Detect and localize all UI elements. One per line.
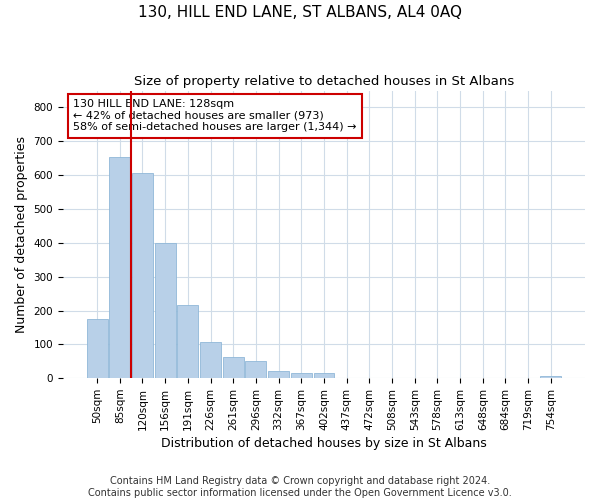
Text: Contains HM Land Registry data © Crown copyright and database right 2024.
Contai: Contains HM Land Registry data © Crown c…: [88, 476, 512, 498]
Bar: [223, 357, 244, 378]
Bar: [109, 156, 130, 378]
Bar: [314, 374, 334, 378]
Bar: [178, 306, 198, 378]
Bar: [86, 319, 107, 378]
Bar: [132, 174, 153, 378]
Bar: [541, 376, 561, 378]
Bar: [291, 373, 311, 378]
X-axis label: Distribution of detached houses by size in St Albans: Distribution of detached houses by size …: [161, 437, 487, 450]
Bar: [268, 372, 289, 378]
Text: 130 HILL END LANE: 128sqm
← 42% of detached houses are smaller (973)
58% of semi: 130 HILL END LANE: 128sqm ← 42% of detac…: [73, 99, 357, 132]
Y-axis label: Number of detached properties: Number of detached properties: [15, 136, 28, 333]
Bar: [200, 342, 221, 378]
Text: 130, HILL END LANE, ST ALBANS, AL4 0AQ: 130, HILL END LANE, ST ALBANS, AL4 0AQ: [138, 5, 462, 20]
Title: Size of property relative to detached houses in St Albans: Size of property relative to detached ho…: [134, 75, 514, 88]
Bar: [155, 243, 176, 378]
Bar: [245, 362, 266, 378]
